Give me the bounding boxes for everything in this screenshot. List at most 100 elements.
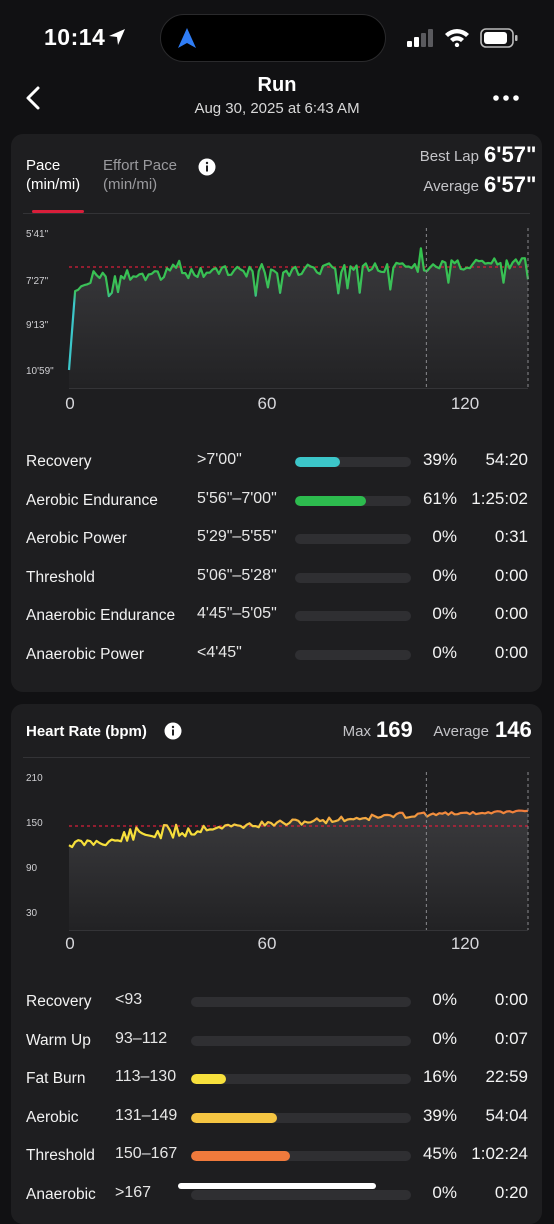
heart-rate-line-chart <box>68 772 529 931</box>
zone-name: Anaerobic <box>26 1186 96 1203</box>
home-indicator[interactable] <box>178 1183 376 1189</box>
zone-range: >7'00" <box>197 451 242 468</box>
zone-range: 113–130 <box>115 1068 177 1086</box>
zone-bar-track <box>295 495 411 506</box>
pace_card-zone-row: Recovery >7'00" 39% 54:20 <box>11 447 542 477</box>
heart-rate-card: Heart Rate (bpm) Max 169 Average 146 210… <box>11 704 542 1224</box>
zone-bar-track <box>191 1112 411 1123</box>
zone-percent: 0% <box>432 990 457 1009</box>
zone-bar-track <box>191 1151 411 1162</box>
zone-percent: 0% <box>432 1028 457 1048</box>
pace-x-tick: 120 <box>450 394 480 413</box>
average-hr-value: 146 <box>495 717 532 742</box>
series-line <box>68 809 529 849</box>
hr-x-tick: 120 <box>450 934 480 953</box>
workout-date: Aug 30, 2025 at 6:43 AM <box>194 100 360 117</box>
hr_card-zone-row: Aerobic 131–149 39% 54:04 <box>11 1103 542 1133</box>
heart-rate-title: Heart Rate (bpm) <box>26 723 147 740</box>
zone-bar-track <box>191 1035 411 1046</box>
max-hr-label: Max <box>342 723 371 740</box>
tab-divider <box>23 213 530 214</box>
average-pace-label: Average <box>423 178 479 195</box>
best-lap-label: Best Lap <box>419 148 479 165</box>
pace_card-zone-row: Anaerobic Power <4'45" 0% 0:00 <box>11 640 542 670</box>
zone-percent: 45% <box>422 1144 457 1164</box>
zone-bar-fill <box>295 495 366 506</box>
chart-area <box>69 810 528 930</box>
zone-duration: 0:20 <box>494 1183 528 1202</box>
hr-y-tick: 90 <box>26 863 38 874</box>
zone-range: 150–167 <box>115 1145 178 1163</box>
zone-range: 5'06"–5'28" <box>197 566 277 584</box>
series-line <box>67 247 530 371</box>
zone-bar-track <box>191 1074 411 1085</box>
info-icon[interactable] <box>198 158 216 176</box>
zone-bar-track <box>191 1190 411 1200</box>
zone-bar-fill <box>191 1074 227 1085</box>
tab-pace[interactable]: Pace (min/mi) <box>26 157 81 193</box>
hr-y-tick: 30 <box>26 908 38 919</box>
pace-chart[interactable]: 5'41" 7'27" 9'13" 10'59" 0 60 120 <box>11 220 542 420</box>
pace_card-zone-row: Aerobic Endurance 5'56"–7'00" 61% 1:25:02 <box>11 486 542 516</box>
pace-card: Pace (min/mi) Effort Pace (min/mi) Best … <box>11 134 542 692</box>
pace-zones-list: Recovery >7'00" 39% 54:20 Aerobic Endurance 5… <box>11 447 542 677</box>
zone-percent: 0% <box>432 1183 457 1202</box>
zone-range: 93–112 <box>115 1029 168 1047</box>
hr-y-tick: 150 <box>26 818 43 829</box>
wifi-icon <box>445 29 469 47</box>
page-title: Run <box>257 74 297 96</box>
hr_card-zone-row: Warm Up 93–112 0% 0:07 <box>11 1026 542 1056</box>
more-options-icon[interactable] <box>488 88 524 108</box>
hr_card-zone-row: Anaerobic >167 0% 0:20 <box>11 1180 542 1210</box>
zone-percent: 0% <box>432 527 457 547</box>
pace-x-tick: 60 <box>257 394 277 413</box>
zone-duration: 54:20 <box>485 450 528 469</box>
status-time: 10:14 <box>44 24 106 50</box>
status-bar: 10:14 <box>0 0 554 76</box>
zone-name: Aerobic Power <box>26 530 127 548</box>
hr_card-zone-row: Recovery <93 0% 0:00 <box>11 987 542 1017</box>
zone-range: >167 <box>115 1184 152 1201</box>
hr_card-zone-row: Fat Burn 113–130 16% 22:59 <box>11 1064 542 1094</box>
zone-name: Anaerobic Power <box>26 646 145 663</box>
zone-range: 131–149 <box>115 1106 178 1124</box>
zone-bar-fill <box>191 1112 277 1123</box>
zone-range: <4'45" <box>197 644 242 661</box>
best-lap-value: 6'57" <box>484 142 537 167</box>
max-hr-value: 169 <box>376 717 413 742</box>
zone-percent: 0% <box>432 643 457 662</box>
zone-range: 4'45"–5'05" <box>197 605 277 623</box>
navigation-bar: Run Aug 30, 2025 at 6:43 AM <box>0 72 554 128</box>
zone-duration: 1:25:02 <box>471 488 528 508</box>
battery-icon <box>480 28 518 48</box>
pace_card-zone-row: Aerobic Power 5'29"–5'55" 0% 0:31 <box>11 524 542 554</box>
zone-duration: 1:02:24 <box>471 1144 528 1164</box>
zone-name: Recovery <box>26 993 92 1010</box>
hr-x-tick: 0 <box>65 934 75 953</box>
zone-name: Anaerobic Endurance <box>26 607 176 625</box>
zone-range: <93 <box>115 991 143 1008</box>
heart-rate-chart[interactable]: 210 150 90 30 0 60 120 <box>11 764 542 964</box>
zone-duration: 0:00 <box>494 990 528 1009</box>
chart-area <box>69 248 528 388</box>
hr-divider <box>23 757 530 758</box>
info-icon[interactable] <box>164 722 182 740</box>
tab-effort-pace[interactable]: Effort Pace (min/mi) <box>103 157 177 193</box>
pace-y-tick: 7'27" <box>26 276 49 287</box>
zone-range: 5'29"–5'55" <box>197 528 277 546</box>
zone-duration: 0:00 <box>494 604 528 624</box>
zone-bar-track <box>295 650 411 660</box>
zone-bar-track <box>295 534 411 545</box>
cellular-signal-icon <box>407 29 433 47</box>
back-chevron-icon[interactable] <box>20 84 48 112</box>
zone-duration: 0:31 <box>494 527 528 547</box>
pace_card-zone-row: Threshold 5'06"–5'28" 0% 0:00 <box>11 563 542 593</box>
average-pace-value: 6'57" <box>484 172 537 197</box>
zone-percent: 0% <box>432 604 457 624</box>
zone-percent: 61% <box>422 488 457 508</box>
zone-bar-fill <box>295 457 341 467</box>
zone-name: Warm Up <box>26 1031 91 1049</box>
zone-name: Recovery <box>26 453 92 470</box>
pace-line-chart <box>67 228 530 389</box>
zone-name: Fat Burn <box>26 1070 86 1088</box>
